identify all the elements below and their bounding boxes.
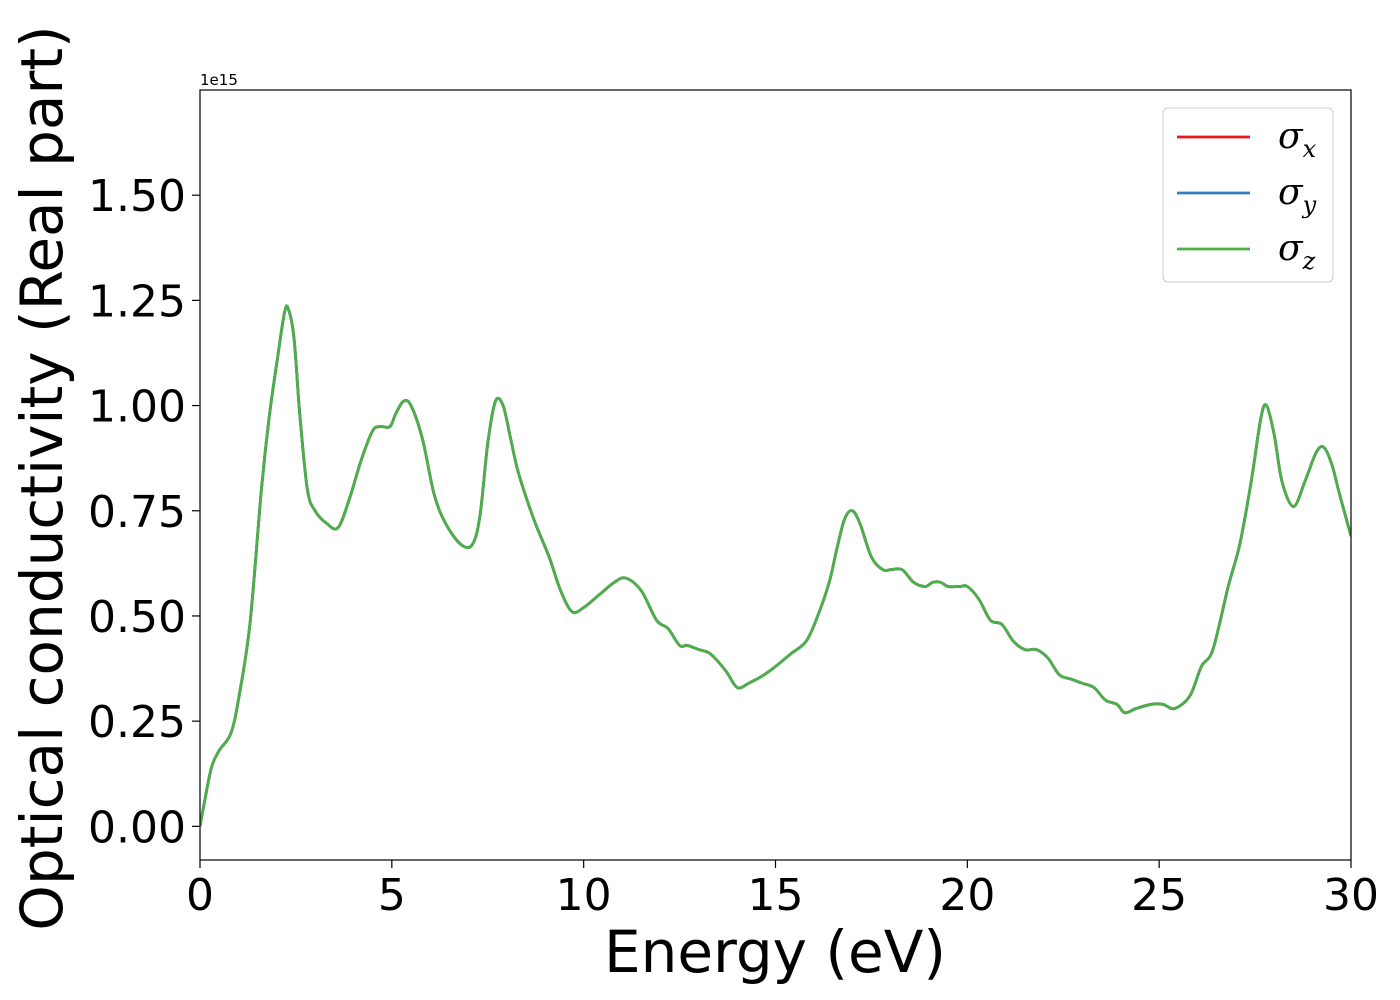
y-tick-label: 0.75 — [88, 487, 186, 538]
series-line-x — [200, 304, 1351, 827]
x-tick-label: 20 — [939, 870, 995, 921]
x-axis-title: Energy (eV) — [604, 918, 946, 986]
y-tick-label: 1.25 — [88, 276, 186, 327]
x-tick-label: 5 — [378, 870, 406, 921]
series-lines — [200, 304, 1351, 827]
y-tick-label: 0.25 — [88, 697, 186, 748]
y-offset-label: 1e15 — [200, 71, 238, 89]
plot-frame — [199, 89, 1352, 861]
series-line-y — [200, 304, 1351, 827]
legend-label-z: σz — [1278, 228, 1316, 275]
y-tick-label: 0.50 — [88, 592, 186, 643]
y-tick-label: 1.50 — [88, 171, 186, 222]
x-tick-label: 25 — [1131, 870, 1187, 921]
x-tick-label: 10 — [556, 870, 612, 921]
y-axis-ticks: 0.00 0.25 0.50 0.75 1.00 1.25 1.50 — [88, 171, 200, 853]
series-line-z — [200, 304, 1351, 827]
legend-label-y: σy — [1278, 172, 1317, 219]
x-axis-ticks: 0 5 10 15 20 25 30 — [186, 860, 1379, 921]
legend-box — [1162, 107, 1334, 283]
y-tick-label: 1.00 — [88, 382, 186, 433]
x-tick-label: 0 — [186, 870, 214, 921]
legend-label-x: σx — [1278, 116, 1317, 163]
x-tick-label: 15 — [748, 870, 804, 921]
legend: σx σy σz — [1162, 107, 1334, 283]
y-tick-label: 0.00 — [88, 802, 186, 853]
x-tick-label: 30 — [1323, 870, 1379, 921]
y-axis-title: Optical conductivity (Real part) — [8, 25, 76, 930]
